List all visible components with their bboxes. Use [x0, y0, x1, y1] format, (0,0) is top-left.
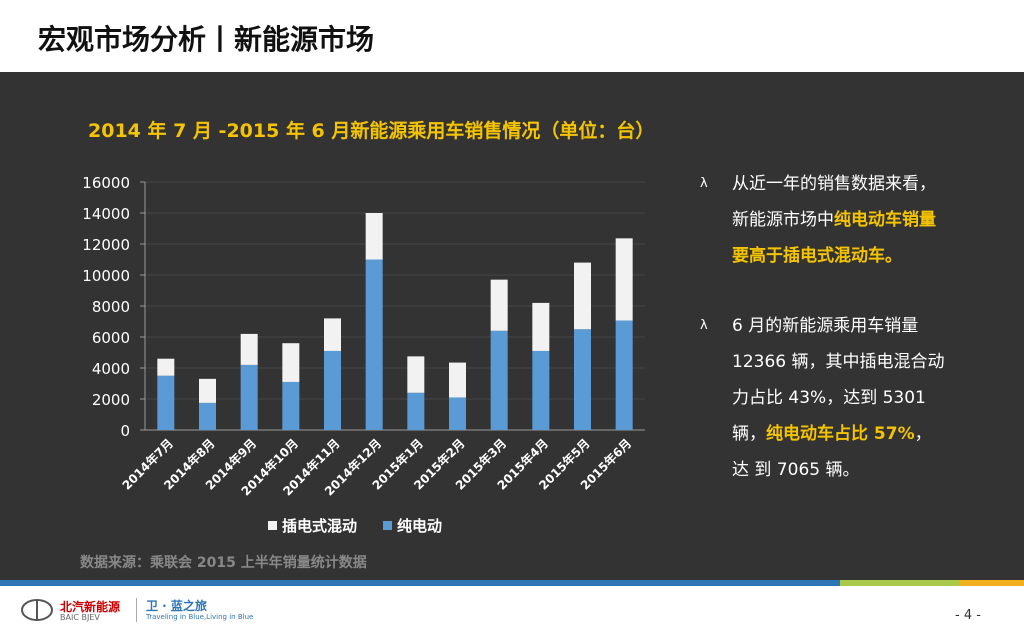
bullet-text: 新能源市场中: [732, 210, 834, 230]
bullet-marker: λ: [700, 318, 708, 333]
slogan: 卫 · 蓝之旅: [146, 599, 207, 613]
bullet-text: 力占比 43%，达到 5301: [732, 388, 926, 408]
y-tick-label: 10000: [82, 267, 130, 285]
brand: 北汽新能源: [60, 600, 121, 614]
bar-segment: [324, 318, 341, 351]
bullet-text: 要高于插电式混动车。: [732, 246, 902, 266]
bar-segment: [532, 302, 550, 351]
bullet-text: 纯电动车占比 57%: [766, 424, 915, 444]
bar-segment: [574, 262, 591, 330]
bar-segment: [240, 364, 258, 430]
divider: [136, 598, 137, 622]
bullet-line: 达 到 7065 辆。: [700, 452, 944, 488]
bullet-line: 12366 辆，其中插电混合动: [700, 344, 944, 380]
bullet-line: λ 从近一年的销售数据来看，: [700, 166, 944, 202]
source-note: 数据来源：乘联会 2015 上半年销量统计数据: [80, 555, 367, 571]
bar-segment: [490, 279, 508, 331]
bullet-line: 力占比 43%，达到 5301: [700, 380, 944, 416]
brand-en: BAIC BJEV: [60, 613, 100, 622]
content-panel: [0, 72, 1024, 580]
stripe: [840, 580, 960, 586]
bar-segment: [449, 397, 466, 430]
bar-segment: [615, 320, 633, 430]
chart-title: 2014 年 7 月 -2015 年 6 月新能源乘用车销售情况（单位：台）: [88, 120, 655, 142]
y-tick-label: 16000: [82, 174, 130, 192]
bullet-line: 要高于插电式混动车。: [700, 238, 944, 274]
bar-segment: [365, 259, 383, 430]
y-tick-label: 8000: [92, 298, 130, 316]
bar-segment: [199, 378, 216, 403]
slide-title: 宏观市场分析丨新能源市场: [38, 23, 375, 56]
bar-segment: [157, 358, 175, 376]
bar-segment: [324, 350, 341, 430]
page-number: - 4 -: [955, 608, 981, 623]
y-tick-label: 12000: [82, 236, 130, 254]
bullet-line: 辆，纯电动车占比 57%，: [700, 416, 944, 452]
bar-segment: [407, 356, 425, 393]
bar-segment: [157, 375, 175, 430]
bullet-text: 12366 辆，其中插电混合动: [732, 352, 945, 372]
bullet-line: 新能源市场中纯电动车销量: [700, 202, 944, 238]
bar-segment: [199, 402, 216, 430]
bar-segment: [532, 350, 550, 430]
bullet-list: λ 从近一年的销售数据来看， 新能源市场中纯电动车销量要高于插电式混动车。 λ 6 月的…: [700, 166, 944, 488]
bar-segment: [282, 381, 300, 430]
bullet-marker: λ: [700, 176, 708, 191]
legend-label: 插电式混动: [282, 517, 357, 535]
bullet-text: 辆，: [732, 424, 766, 444]
y-tick-label: 4000: [92, 360, 130, 378]
bullet-text: 从近一年的销售数据来看，: [732, 174, 936, 194]
bullet-line: λ 6 月的新能源乘用车销量: [700, 308, 944, 344]
bullet: λ 从近一年的销售数据来看， 新能源市场中纯电动车销量要高于插电式混动车。: [700, 166, 944, 274]
y-tick-label: 0: [120, 422, 130, 440]
y-tick-label: 6000: [92, 329, 130, 347]
bar-segment: [449, 362, 466, 398]
legend-label: 纯电动: [397, 517, 442, 535]
bar-segment: [407, 392, 425, 430]
logo: [21, 599, 53, 621]
bar-segment: [365, 213, 383, 260]
bar-segment: [490, 330, 508, 430]
bar-segment: [574, 329, 591, 430]
legend-swatch: [268, 521, 277, 530]
bar-segment: [240, 333, 258, 365]
bar-segment: [615, 238, 633, 321]
bar-segment: [282, 343, 300, 382]
bullet-text: 达 到 7065 辆。: [732, 460, 860, 480]
y-tick-label: 14000: [82, 205, 130, 223]
slogan-en: Traveling in Blue,Living in Blue: [146, 613, 254, 621]
legend-swatch: [383, 521, 393, 530]
bullet-text: 纯电动车销量: [834, 210, 936, 230]
bullet-text: 6 月的新能源乘用车销量: [732, 316, 919, 336]
stripe: [960, 580, 1024, 586]
y-tick-label: 2000: [92, 391, 130, 409]
bullet-text: ，: [914, 424, 932, 444]
bullet: λ 6 月的新能源乘用车销量 12366 辆，其中插电混合动 力占比 43%，达到 5…: [700, 308, 944, 488]
stripe: [0, 580, 840, 586]
